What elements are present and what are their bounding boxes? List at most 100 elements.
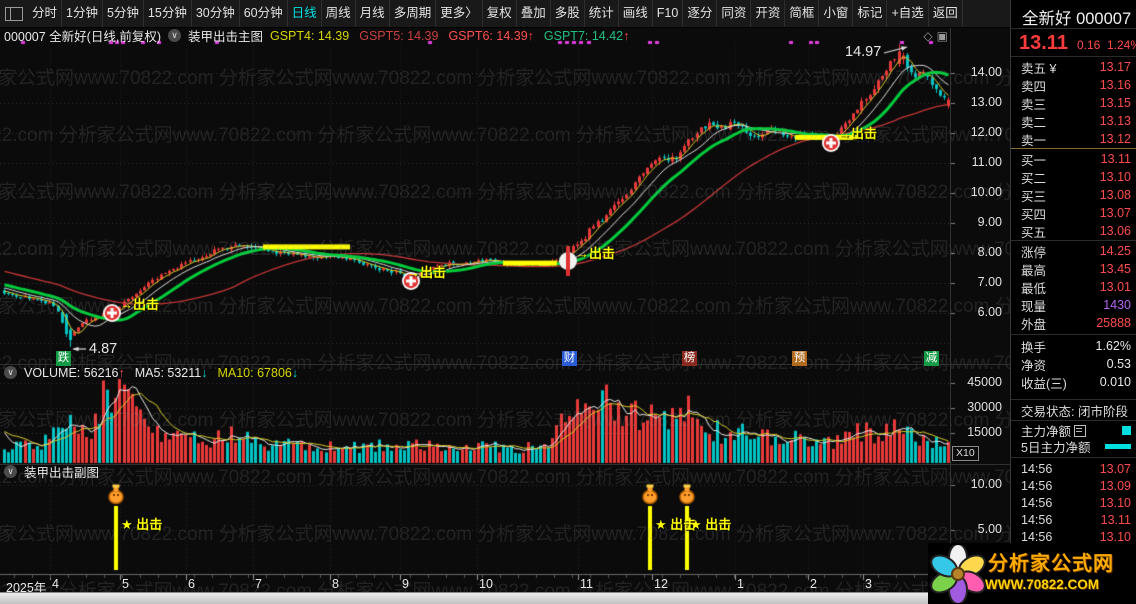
timeline-label-3: 3 bbox=[865, 577, 872, 591]
diamond-icon: ◇ bbox=[923, 28, 937, 43]
volume-tick-label: 45000 bbox=[967, 375, 1002, 389]
main-net-flow-label: 主力净额 bbox=[1021, 425, 1072, 439]
menu-item-14[interactable]: 统计 bbox=[585, 0, 619, 27]
menu-item-20[interactable]: 简框 bbox=[785, 0, 820, 27]
horizontal-scrollbar[interactable] bbox=[0, 592, 1010, 604]
flow-legend-swatch bbox=[1122, 426, 1131, 435]
menu-item-3[interactable]: 15分钟 bbox=[144, 0, 192, 27]
menu-item-21[interactable]: 小窗 bbox=[819, 0, 854, 27]
sub-tick-label: 5.00 bbox=[977, 522, 1002, 536]
menu-item-12[interactable]: 叠加 bbox=[517, 0, 551, 27]
menu-item-18[interactable]: 同资 bbox=[717, 0, 752, 27]
row-value: 13.08 bbox=[1099, 188, 1131, 202]
price-tick-label: 13.00 bbox=[970, 95, 1002, 109]
menu-item-5[interactable]: 60分钟 bbox=[240, 0, 288, 27]
stock-name-code: 全新好 000007 bbox=[1022, 10, 1132, 28]
volume-tick-label: 15000 bbox=[967, 425, 1002, 439]
ask-row[interactable]: 卖四 13.16 bbox=[1011, 76, 1136, 94]
menu-item-9[interactable]: 多周期 bbox=[390, 0, 437, 27]
collapse-volume-icon[interactable] bbox=[4, 366, 17, 379]
timeline-label-8: 8 bbox=[332, 577, 339, 591]
row-label: 买二 bbox=[1021, 171, 1047, 186]
price-tick-label: 14.00 bbox=[970, 65, 1002, 79]
menu-item-8[interactable]: 月线 bbox=[356, 0, 390, 27]
sub-indicator-name: 装甲出击副图 bbox=[24, 466, 100, 480]
trade-price: 13.09 bbox=[1099, 478, 1131, 493]
volume-stat-text: MA10: 67806 bbox=[217, 365, 292, 380]
timeline-label-1: 1 bbox=[737, 577, 744, 591]
five-day-flow-row[interactable]: 5日主力净额 bbox=[1011, 439, 1136, 455]
price-tick-label: 12.00 bbox=[970, 125, 1002, 139]
volume-stat-arrow: ↓ bbox=[201, 365, 208, 380]
price-tick-label: 8.00 bbox=[977, 245, 1002, 259]
gspt-output-text: GSPT4: 14.39 bbox=[270, 28, 350, 43]
row-label: 卖二 bbox=[1021, 115, 1047, 130]
timeline-label-5: 5 bbox=[122, 577, 129, 591]
chart-canvas[interactable] bbox=[0, 0, 1010, 604]
menu-item-17[interactable]: 逐分 bbox=[683, 0, 718, 27]
trading-status-text: 交易状态: 闭市阶段 bbox=[1021, 404, 1128, 419]
row-value: 13.01 bbox=[1099, 280, 1131, 294]
menu-item-1[interactable]: 1分钟 bbox=[62, 0, 103, 27]
price-tick-label: 11.00 bbox=[971, 155, 1002, 169]
ask-row[interactable]: 卖三 13.15 bbox=[1011, 94, 1136, 112]
volume-tick-label: 30000 bbox=[967, 400, 1002, 414]
menu-item-4[interactable]: 30分钟 bbox=[192, 0, 240, 27]
volume-stat-arrow: ↓ bbox=[291, 365, 299, 380]
menu-item-10[interactable]: 更多〉 bbox=[436, 0, 483, 27]
row-value: 14.25 bbox=[1099, 244, 1131, 258]
gspt-output-text: GSPT5: 14.39 bbox=[359, 28, 439, 43]
menu-item-0[interactable]: 分时 bbox=[28, 0, 63, 27]
row-label: 外盘 bbox=[1021, 317, 1047, 332]
time-axis: 2025年 4 5 6 7 8 9 10 11 12 1 2 3 bbox=[0, 575, 1010, 595]
ask-row[interactable]: 卖五 ¥ 13.17 bbox=[1011, 58, 1136, 76]
chart-corner-icons[interactable]: ◇▣ bbox=[923, 29, 952, 43]
stat-row: 涨停 14.25 bbox=[1011, 242, 1136, 260]
row-label: 收益(三) bbox=[1021, 376, 1067, 391]
trade-time: 14:56 bbox=[1021, 512, 1053, 527]
gspt-output-1: GSPT5: 14.39 bbox=[359, 29, 438, 43]
bid-row[interactable]: 买五 13.06 bbox=[1011, 222, 1136, 240]
top-menubar: 分时 1分钟 5分钟 15分钟 30分钟 60分钟 日线 周线 月线 多周期 更多〉 复权 叠加 多股 统计… bbox=[0, 0, 1010, 28]
row-value: 0.53 bbox=[1106, 357, 1131, 371]
row-value: 13.10 bbox=[1099, 170, 1131, 184]
menu-item-23[interactable]: +自选 bbox=[887, 0, 929, 27]
menu-item-19[interactable]: 开资 bbox=[751, 0, 786, 27]
ask-row[interactable]: 卖二 13.13 bbox=[1011, 112, 1136, 130]
menu-item-15[interactable]: 画线 bbox=[619, 0, 653, 27]
bid-row[interactable]: 买二 13.10 bbox=[1011, 168, 1136, 186]
ask-row[interactable]: 卖一 13.12 bbox=[1011, 130, 1136, 148]
trade-tick-row: 14:56 13.11 bbox=[1011, 511, 1136, 528]
menu-item-11[interactable]: 复权 bbox=[483, 0, 517, 27]
volume-stat-2: MA10: 67806↓ bbox=[217, 366, 298, 380]
menu-item-22[interactable]: 标记 bbox=[853, 0, 888, 27]
row-label: 涨停 bbox=[1021, 245, 1047, 260]
menu-item-24[interactable]: 返回 bbox=[929, 0, 963, 27]
trade-price: 13.07 bbox=[1099, 461, 1131, 476]
trade-price: 13.10 bbox=[1099, 495, 1131, 510]
row-value: 13.45 bbox=[1099, 262, 1131, 276]
trade-time: 14:56 bbox=[1021, 461, 1053, 476]
window-layout-icon[interactable] bbox=[5, 7, 23, 21]
price-change-pct: 1.24% bbox=[1107, 38, 1136, 52]
menu-item-13[interactable]: 多股 bbox=[551, 0, 585, 27]
main-net-flow-row[interactable]: 主力净额 bbox=[1011, 423, 1136, 439]
row-label: 卖一 bbox=[1021, 133, 1047, 148]
collapse-main-indicator-icon[interactable] bbox=[167, 29, 181, 42]
menu-item-6[interactable]: 日线 bbox=[288, 0, 322, 27]
scale-divider bbox=[950, 27, 951, 592]
menu-item-2[interactable]: 5分钟 bbox=[103, 0, 144, 27]
timeline-label-6: 6 bbox=[188, 577, 195, 591]
menu-item-7[interactable]: 周线 bbox=[322, 0, 356, 27]
row-label: 最低 bbox=[1021, 281, 1047, 296]
bid-row[interactable]: 买四 13.07 bbox=[1011, 204, 1136, 222]
collapse-sub-icon[interactable] bbox=[4, 465, 17, 478]
bid-row[interactable]: 买一 13.11 bbox=[1011, 150, 1136, 168]
stat-row: 换手 1.62% bbox=[1011, 337, 1136, 355]
menu-item-16[interactable]: F10 bbox=[653, 0, 684, 27]
volume-stat-text: MA5: 53211 bbox=[134, 365, 202, 380]
bid-row[interactable]: 买三 13.08 bbox=[1011, 186, 1136, 204]
row-label: 卖五 ¥ bbox=[1021, 61, 1057, 76]
stat-row: 最高 13.45 bbox=[1011, 260, 1136, 278]
row-label: 换手 bbox=[1021, 340, 1047, 355]
